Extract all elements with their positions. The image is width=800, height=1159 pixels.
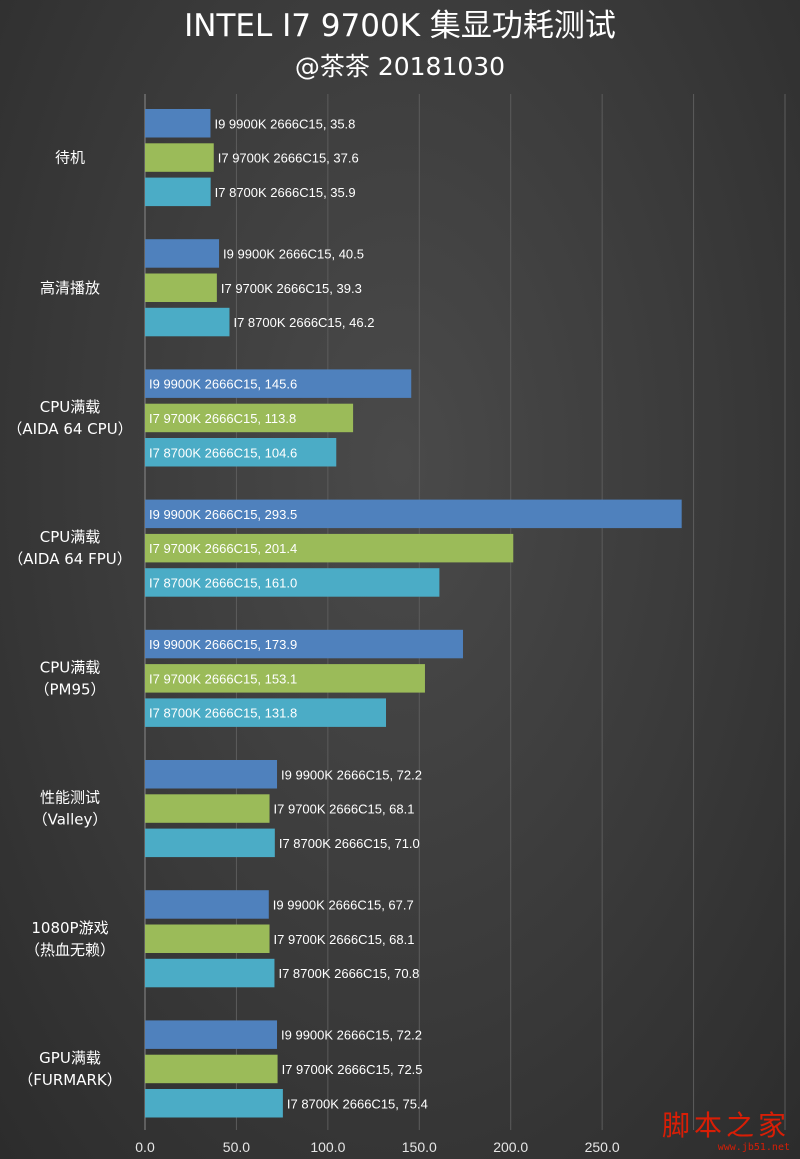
data-label: I7 8700K 2666C15, 104.6 [149,445,297,460]
category-label: GPU满载 [39,1049,101,1067]
data-label: I9 9900K 2666C15, 72.2 [281,767,422,782]
category-label: CPU满载 [40,658,101,676]
x-tick-label: 150.0 [402,1139,437,1155]
x-tick-label: 50.0 [223,1139,250,1155]
bar [145,828,275,858]
data-label: I9 9900K 2666C15, 145.6 [149,377,297,392]
watermark-main: 脚本之家 [661,1109,790,1142]
data-label: I7 9700K 2666C15, 201.4 [149,541,297,556]
watermark-logo: 脚本之家 www.jb51.net [662,1110,790,1154]
data-label: I7 9700K 2666C15, 68.1 [274,932,415,947]
bar [145,568,440,597]
data-label: I7 8700K 2666C15, 46.2 [233,315,374,330]
bar [145,760,278,789]
bar [145,143,214,172]
watermark-url: www.jb51.net [717,1142,790,1153]
category-label: （Valley） [33,811,108,829]
data-label: I7 9700K 2666C15, 37.6 [218,151,359,166]
chart-subtitle: @茶茶 20181030 [294,52,506,81]
data-label: I7 9700K 2666C15, 68.1 [274,802,415,817]
chart-title: INTEL I7 9700K 集显功耗测试 [184,8,616,44]
bar [145,1054,278,1084]
data-label: I7 9700K 2666C15, 39.3 [221,281,362,296]
data-label: I7 8700K 2666C15, 75.4 [287,1096,428,1111]
bar [145,890,269,919]
bar [145,177,211,207]
bar [145,273,217,302]
data-label: I9 9900K 2666C15, 67.7 [273,897,414,912]
category-label: 待机 [55,149,85,167]
bar [145,629,463,659]
data-label: I7 8700K 2666C15, 161.0 [149,575,297,590]
data-label: I9 9900K 2666C15, 35.8 [214,116,355,131]
category-label: （AIDA 64 FPU） [8,550,132,568]
bar [145,499,682,529]
data-label: I7 8700K 2666C15, 71.0 [279,836,420,851]
category-label: CPU满载 [40,398,101,416]
data-label: I7 9700K 2666C15, 72.5 [282,1062,423,1077]
category-label: （PM95） [34,680,105,698]
data-label: I9 9900K 2666C15, 173.9 [149,637,297,652]
category-label: 1080P游戏 [31,919,108,937]
category-label: 性能测试 [40,789,100,807]
bar [145,533,514,563]
bar [145,239,220,268]
category-label: CPU满载 [40,528,101,546]
category-label: （热血无赖） [25,941,115,959]
data-label: I9 9900K 2666C15, 72.2 [281,1028,422,1043]
bar [145,958,275,988]
data-label: I7 8700K 2666C15, 131.8 [149,706,297,721]
data-label: I7 8700K 2666C15, 70.8 [278,966,419,981]
bar [145,1089,283,1118]
bar [145,794,270,823]
data-label: I7 9700K 2666C15, 153.1 [149,671,297,686]
bar [145,438,337,467]
x-tick-label: 100.0 [310,1139,345,1155]
data-label: I9 9900K 2666C15, 293.5 [149,507,297,522]
bar [145,1020,278,1049]
x-tick-label: 250.0 [585,1139,620,1155]
data-label: I9 9900K 2666C15, 40.5 [223,246,364,261]
category-label: 高清播放 [40,279,100,297]
bar [145,109,211,138]
bar [145,698,387,727]
category-label: （FURMARK） [18,1071,122,1089]
bar [145,924,270,953]
data-label: I7 8700K 2666C15, 35.9 [215,185,356,200]
x-tick-label: 0.0 [135,1139,155,1155]
x-tick-label: 200.0 [493,1139,528,1155]
data-label: I7 9700K 2666C15, 113.8 [149,411,296,426]
category-label: （AIDA 64 CPU） [7,420,132,438]
bar [145,403,354,433]
bar [145,369,412,398]
bar [145,664,425,693]
bar [145,307,230,337]
